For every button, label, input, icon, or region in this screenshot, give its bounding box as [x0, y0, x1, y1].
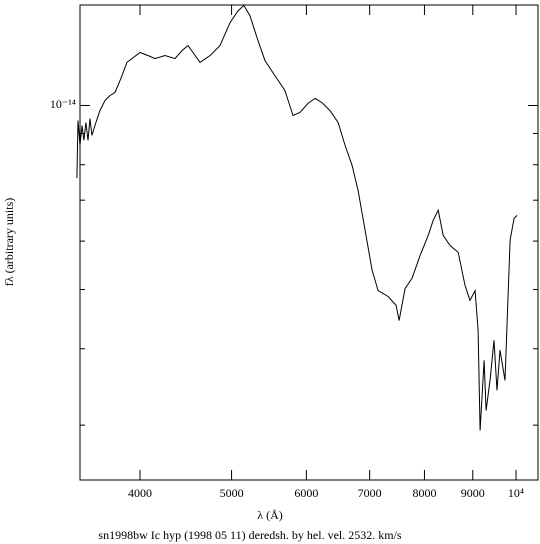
spectrum-line — [76, 4, 518, 431]
x-tick-label: 8000 — [412, 486, 436, 500]
plot-frame — [79, 4, 539, 481]
x-tick-label: 9000 — [461, 486, 485, 500]
x-tick-label: 7000 — [358, 486, 382, 500]
x-tick-label: 5000 — [220, 486, 244, 500]
y-axis-label: fλ (arbitrary units) — [2, 198, 16, 286]
x-tick-label: 10⁴ — [508, 486, 524, 500]
caption: sn1998bw Ic hyp (1998 05 11) deredsh. by… — [98, 528, 402, 542]
x-tick-label: 4000 — [128, 486, 152, 500]
y-tick-label: 10⁻¹⁴ — [50, 97, 76, 111]
x-axis-label: λ (Å) — [257, 508, 282, 522]
x-tick-label: 6000 — [294, 486, 318, 500]
